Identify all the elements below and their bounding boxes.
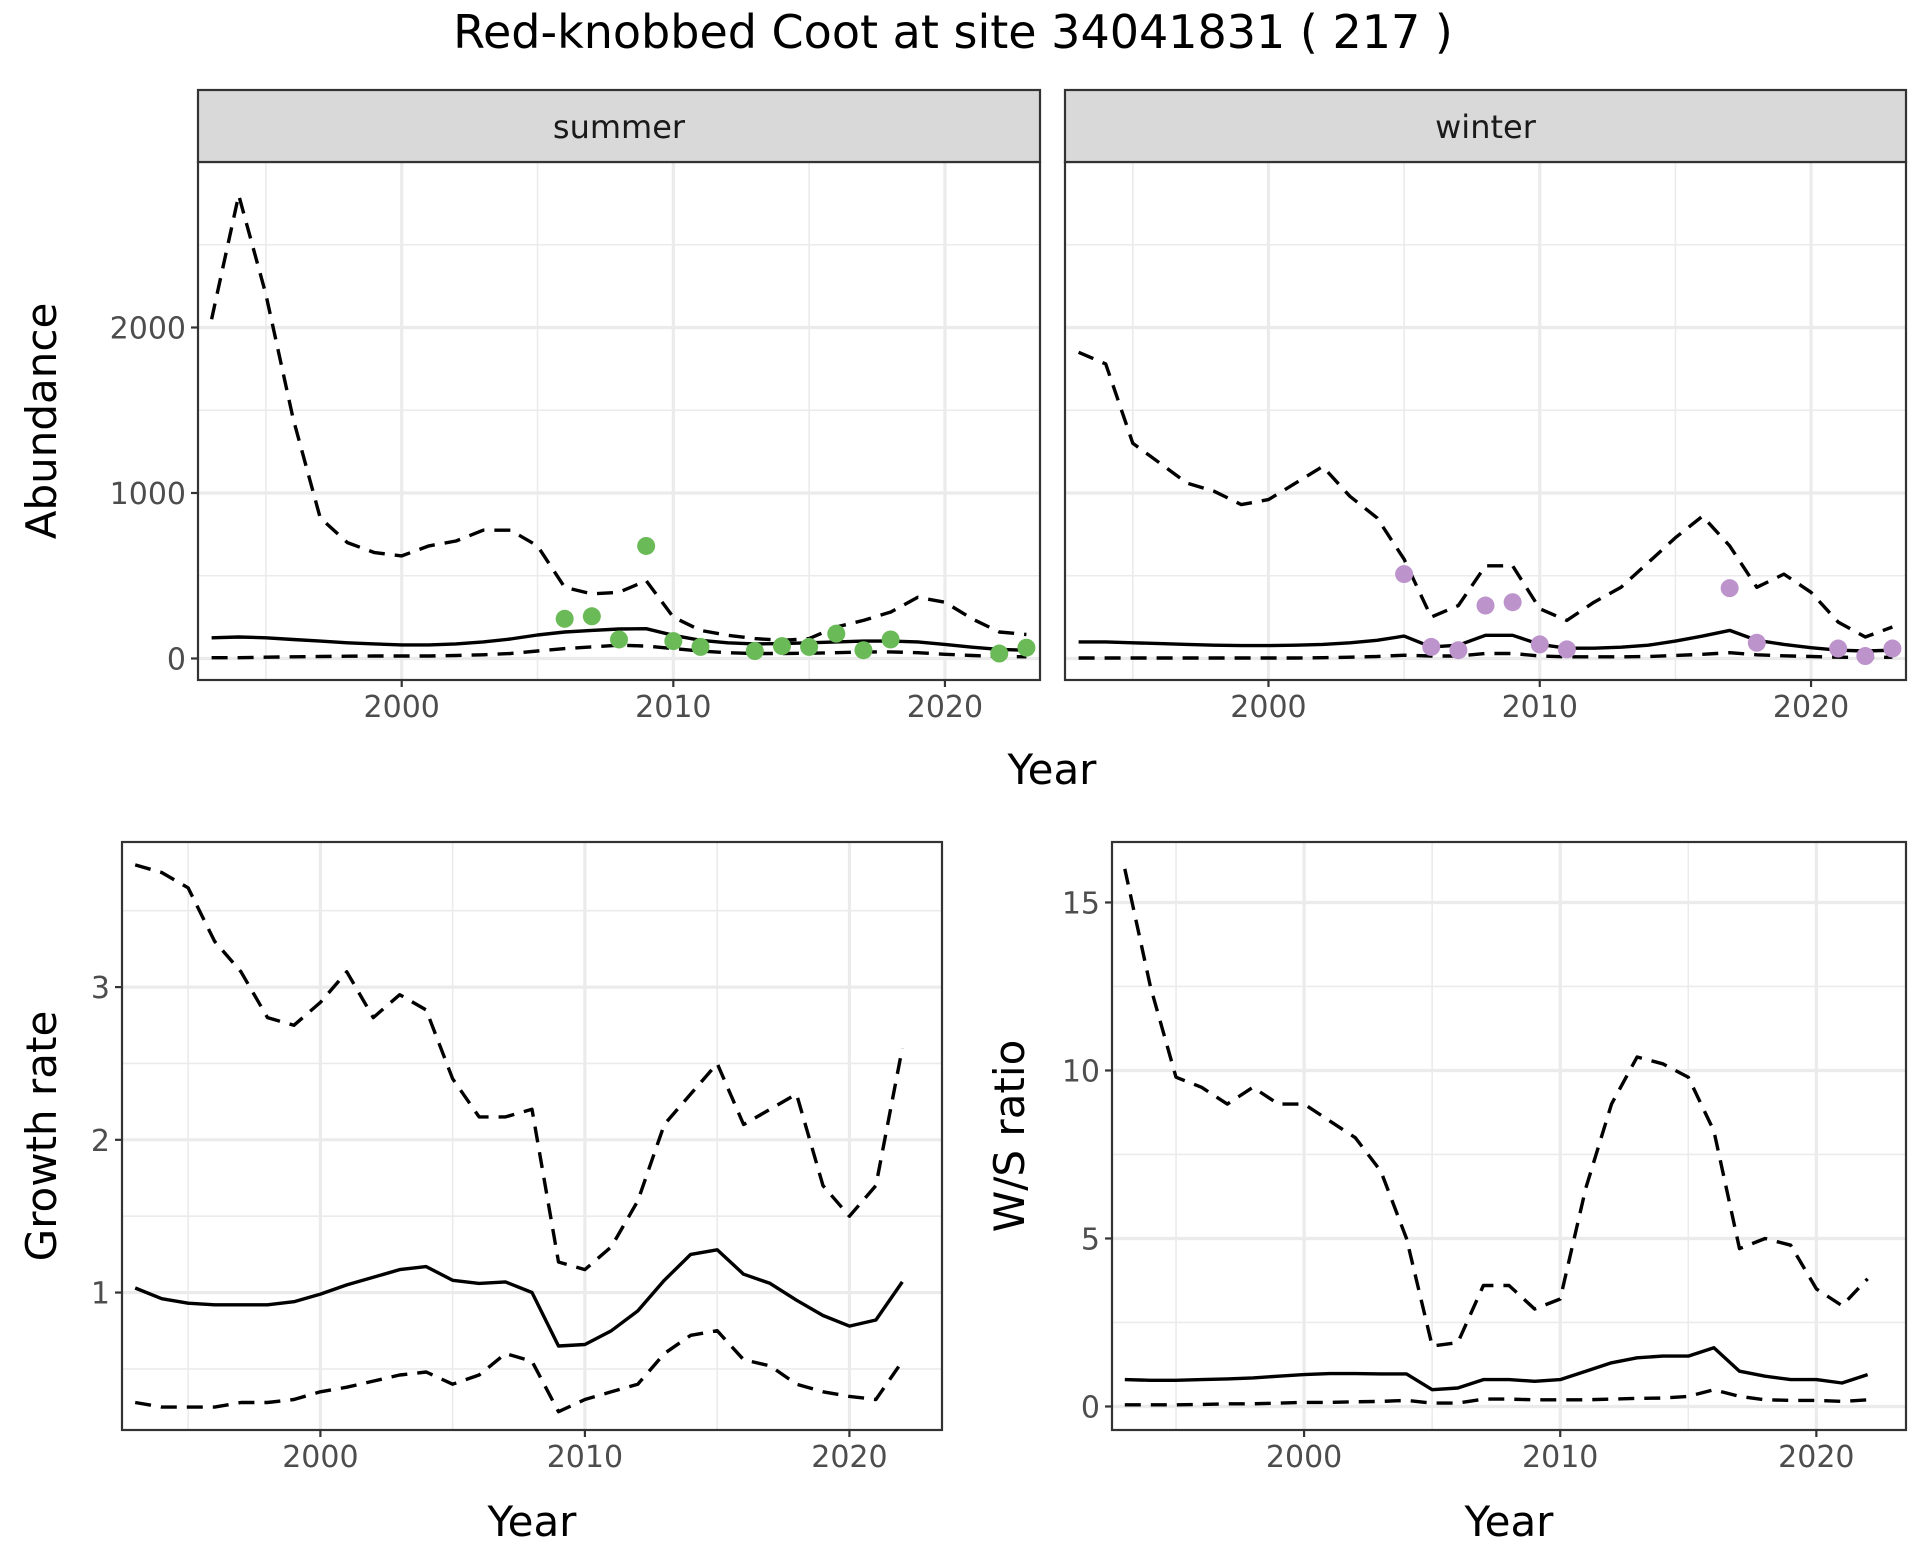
growth-x-axis-title: Year xyxy=(487,1497,578,1546)
growth-panel-border xyxy=(120,840,944,1432)
ratio-panel-border xyxy=(1110,840,1908,1432)
ratio-y-tick-label: 10 xyxy=(1062,1054,1100,1089)
abundance-summer-observed-point xyxy=(1017,638,1036,657)
abundance-summer-observed-point xyxy=(881,630,900,649)
abundance-winter-observed-point xyxy=(1883,639,1902,658)
growth-panel: 2000 2010 2020 1 2 3 xyxy=(91,840,944,1475)
ratio-panel: 2000 2010 2020 0 5 10 15 xyxy=(1062,840,1908,1475)
abundance-summer-y-tick-label: 2000 xyxy=(110,311,186,346)
abundance-winter-lower-bound-line xyxy=(1078,651,1893,660)
ratio-upper-bound-line xyxy=(1123,868,1869,1348)
abundance-summer-observed-point xyxy=(637,536,656,555)
abundance-summer-observed-point xyxy=(772,637,791,656)
abundance-summer-observed-point xyxy=(827,624,846,643)
growth-y-tick-label: 3 xyxy=(91,971,110,1006)
abundance-winter-observed-point xyxy=(1747,633,1766,652)
abundance-winter-strip-label: winter xyxy=(1435,108,1537,146)
figure-title: Red-knobbed Coot at site 34041831 ( 217 … xyxy=(453,5,1453,59)
ratio-y-axis-title: W/S ratio xyxy=(985,1040,1034,1233)
abundance-winter-x-tick-label: 2000 xyxy=(1230,690,1306,725)
growth-x-tick-label: 2020 xyxy=(811,1440,887,1475)
ratio-lower-bound-line xyxy=(1124,1388,1868,1407)
abundance-summer-panel: 2000 2010 2020 0 1000 2000 summer xyxy=(110,88,1042,725)
abundance-winter-estimate-line xyxy=(1078,628,1893,653)
abundance-winter-panel: 2000 2010 2020 winter xyxy=(1063,88,1908,725)
abundance-winter-observed-point xyxy=(1503,593,1522,612)
abundance-summer-observed-point xyxy=(854,641,873,660)
abundance-winter-observed-point xyxy=(1449,641,1468,660)
growth-lower-bound-line xyxy=(134,1329,904,1414)
abundance-winter-x-tick-label: 2020 xyxy=(1773,690,1849,725)
abundance-summer-upper-bound-line xyxy=(209,193,1027,642)
abundance-winter-x-tick-label: 2010 xyxy=(1502,690,1578,725)
abundance-summer-x-tick-label: 2010 xyxy=(635,690,711,725)
abundance-winter-observed-point xyxy=(1829,639,1848,658)
ratio-x-axis-title: Year xyxy=(1464,1497,1555,1546)
ratio-x-tick-label: 2000 xyxy=(1266,1440,1342,1475)
abundance-winter-observed-point xyxy=(1476,596,1495,615)
abundance-summer-observed-point xyxy=(745,642,764,661)
growth-y-tick-label: 2 xyxy=(91,1124,110,1159)
abundance-winter-observed-point xyxy=(1557,640,1576,659)
abundance-summer-observed-point xyxy=(582,607,601,626)
ratio-y-tick-label: 15 xyxy=(1062,886,1100,921)
abundance-summer-lower-bound-line xyxy=(211,643,1027,660)
ratio-x-tick-label: 2020 xyxy=(1778,1440,1854,1475)
abundance-summer-y-tick-label: 1000 xyxy=(110,477,186,512)
growth-upper-bound-line xyxy=(134,863,904,1272)
abundance-summer-observed-point xyxy=(800,637,819,656)
abundance-winter-observed-point xyxy=(1395,565,1414,584)
abundance-winter-observed-point xyxy=(1856,647,1875,666)
abundance-summer-panel-border xyxy=(196,160,1042,682)
growth-y-axis-title: Growth rate xyxy=(17,1011,66,1262)
abundance-x-axis-title: Year xyxy=(1007,745,1098,794)
abundance-summer-strip xyxy=(196,88,1042,164)
ratio-y-tick-label: 0 xyxy=(1081,1390,1100,1425)
abundance-summer-observed-point xyxy=(664,632,683,651)
abundance-summer-y-tick-label: 0 xyxy=(167,642,186,677)
abundance-winter-observed-point xyxy=(1530,635,1549,654)
abundance-summer-observed-point xyxy=(990,644,1009,663)
abundance-winter-observed-point xyxy=(1422,637,1441,656)
abundance-summer-strip-label: summer xyxy=(553,108,686,146)
growth-x-tick-label: 2000 xyxy=(282,1440,358,1475)
abundance-summer-observed-point xyxy=(691,637,710,656)
abundance-summer-observed-point xyxy=(610,630,628,649)
abundance-summer-observed-point xyxy=(555,609,574,628)
growth-y-tick-label: 1 xyxy=(91,1277,110,1312)
abundance-winter-strip xyxy=(1063,88,1908,164)
ratio-estimate-line xyxy=(1124,1346,1869,1392)
abundance-summer-x-tick-label: 2000 xyxy=(364,690,440,725)
abundance-winter-observed-point xyxy=(1720,579,1739,598)
growth-x-tick-label: 2010 xyxy=(547,1440,623,1475)
growth-estimate-line xyxy=(134,1248,904,1348)
abundance-winter-upper-bound-line xyxy=(1077,350,1893,639)
abundance-summer-x-tick-label: 2020 xyxy=(907,690,983,725)
ratio-y-tick-label: 5 xyxy=(1081,1222,1100,1257)
abundance-y-axis-title: Abundance xyxy=(17,303,66,540)
ratio-x-tick-label: 2010 xyxy=(1522,1440,1598,1475)
